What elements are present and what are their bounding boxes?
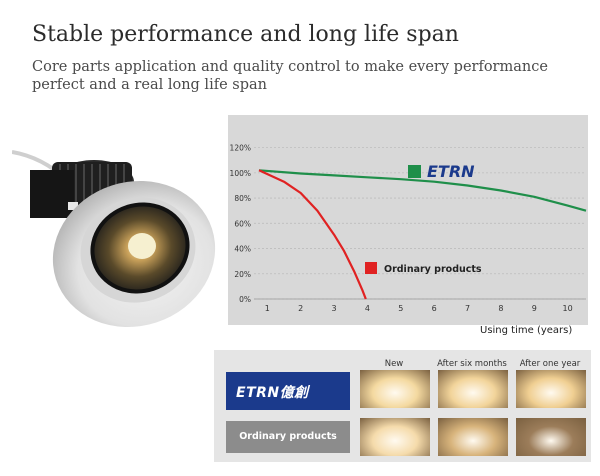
etrn-brand-label: ETRN億創 — [236, 385, 309, 401]
x-axis-label: Using time (years) — [480, 325, 573, 336]
y-tick-label: 80% — [234, 194, 251, 203]
x-tick-label: 6 — [432, 304, 437, 313]
legend-label-etrn: ETRN — [427, 162, 475, 181]
legend-label-ordinary-products: Ordinary products — [384, 264, 482, 275]
etrn-brand-box — [226, 372, 350, 410]
x-tick-label: 5 — [398, 304, 403, 313]
column-header-six-months: After six months — [437, 359, 507, 369]
page-subtitle: Core parts application and quality contr… — [32, 59, 548, 93]
lumen-maintenance-chart: 0% 20% 40% 60% 80% 100% 120% 1 2 3 4 5 6 7 8 9 10 ETRN Ord… — [228, 115, 588, 325]
column-header-new: New — [384, 359, 404, 369]
legend-marker-etrn — [408, 165, 421, 178]
series-line-ordinary-products — [258, 169, 367, 300]
page-title: Stable performance and long life span — [32, 22, 459, 47]
y-tick-label: 20% — [234, 270, 251, 279]
ordinary-swatch-new — [360, 418, 430, 456]
etrn-swatch-new — [360, 370, 430, 408]
x-tick-label: 3 — [332, 304, 337, 313]
etrn-swatch-six-months — [438, 370, 508, 408]
downlight-product-image — [12, 150, 216, 328]
x-tick-label: 1 — [265, 304, 270, 313]
ordinary-products-label: Ordinary products — [239, 431, 337, 442]
y-tick-label: 0% — [239, 295, 251, 304]
ordinary-swatch-one-year — [516, 418, 586, 456]
ordinary-swatch-six-months — [438, 418, 508, 456]
chart-svg: 0% 20% 40% 60% 80% 100% 120% 1 2 3 4 5 6 7 8 9 10 ETRN Ord… — [230, 144, 587, 313]
etrn-swatch-one-year — [516, 370, 586, 408]
x-tick-label: 9 — [532, 304, 537, 313]
y-tick-label: 120% — [230, 144, 251, 153]
y-tick-label: 40% — [234, 245, 251, 254]
x-tick-label: 8 — [498, 304, 503, 313]
x-tick-label: 7 — [465, 304, 470, 313]
ordinary-products-box — [226, 421, 350, 453]
legend-marker-ordinary-products — [365, 262, 377, 274]
x-tick-label: 4 — [365, 304, 370, 313]
y-tick-label: 60% — [234, 219, 251, 228]
series-line-etrn — [258, 169, 587, 212]
column-header-one-year: After one year — [519, 359, 581, 369]
chart-plot-area — [228, 115, 588, 325]
y-tick-label: 100% — [230, 169, 251, 178]
x-tick-label: 10 — [563, 304, 573, 313]
x-tick-label: 2 — [298, 304, 303, 313]
